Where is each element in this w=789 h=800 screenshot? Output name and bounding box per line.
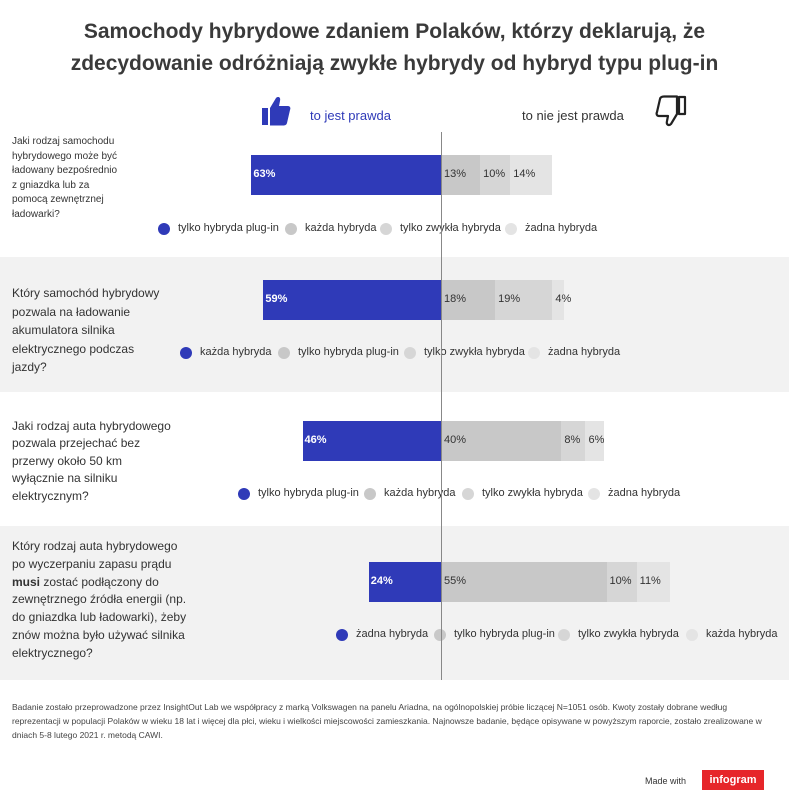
legend-swatch: [558, 629, 570, 641]
legend-swatch: [588, 488, 600, 500]
footnote: Badanie zostało przeprowadzone przez Ins…: [12, 702, 762, 740]
bar-false: 18%: [441, 280, 496, 320]
bar-value-label: 6%: [588, 434, 605, 446]
legend-swatch: [505, 223, 517, 235]
legend-swatch: [238, 488, 250, 500]
legend-label: żadna hybryda: [356, 628, 429, 640]
legend-swatch: [380, 223, 392, 235]
legend-swatch: [180, 347, 192, 359]
legend-swatch: [336, 629, 348, 641]
legend-swatch: [434, 629, 446, 641]
bar-value-label: 18%: [444, 293, 467, 305]
legend-swatch: [285, 223, 297, 235]
legend-swatch: [158, 223, 170, 235]
bar-value-label: 11%: [639, 575, 661, 587]
title-line-2: zdecydowanie odróżniają zwykłe hybrydy o…: [70, 52, 719, 75]
bar-false: 11%: [636, 562, 670, 602]
legend-swatch: [462, 488, 474, 500]
chart-title: Samochody hybrydowe zdaniem Polaków, któ…: [0, 16, 789, 80]
question-text-part: zostać podłączony do zewnętrznego źródła…: [12, 574, 187, 660]
legend-label: tylko zwykła hybryda: [400, 222, 501, 234]
bar-value-label: 14%: [513, 168, 536, 180]
legend-label: tylko zwykła hybryda: [482, 487, 583, 499]
legend-label: tylko hybryda plug-in: [298, 346, 399, 358]
bar-false: 6%: [585, 421, 605, 461]
legend-swatch: [404, 347, 416, 359]
question-emphasis: musi: [12, 574, 41, 589]
bar-value-label: 24%: [370, 575, 393, 587]
bar-false: 10%: [480, 155, 511, 195]
bar-value-label: 59%: [265, 293, 288, 305]
label-true: to jest prawda: [310, 108, 391, 123]
infogram-logo[interactable]: infogram: [702, 770, 764, 790]
bar-value-label: 19%: [498, 293, 521, 305]
thumbs-down-icon: [655, 95, 687, 127]
question-band: [0, 257, 789, 392]
bar-value-label: 13%: [444, 168, 467, 180]
legend-swatch: [686, 629, 698, 641]
question-text-part: Który rodzaj auta hybrydowego po wyczerp…: [12, 539, 178, 571]
bar-false: 40%: [441, 421, 562, 461]
legend-label: tylko hybryda plug-in: [258, 487, 359, 499]
bar-true: 59%: [263, 280, 441, 320]
bar-value-label: 63%: [253, 168, 276, 180]
legend-label: każda hybryda: [305, 222, 377, 234]
bar-true: 24%: [368, 562, 441, 602]
bar-value-label: 40%: [444, 434, 467, 446]
legend-swatch: [364, 488, 376, 500]
bar-false: 14%: [510, 155, 553, 195]
legend-label: każda hybryda: [706, 628, 778, 640]
question-band: [0, 526, 789, 680]
bar-false: 19%: [495, 280, 553, 320]
legend-label: każda hybryda: [384, 487, 456, 499]
bar-true: 63%: [251, 155, 441, 195]
legend-label: tylko zwykła hybryda: [424, 346, 525, 358]
legend-label: żadna hybryda: [548, 346, 621, 358]
thumbs-up-icon: [262, 97, 291, 126]
question-text: Jaki rodzaj samochodu hybrydowego może b…: [12, 136, 118, 220]
bar-value-label: 10%: [483, 168, 506, 180]
bar-value-label: 55%: [444, 575, 467, 587]
label-false: to nie jest prawda: [522, 108, 624, 123]
legend-label: tylko hybryda plug-in: [178, 222, 279, 234]
bar-value-label: 10%: [609, 575, 632, 587]
bar-false: 10%: [606, 562, 637, 602]
title-line-1: Samochody hybrydowe zdaniem Polaków, któ…: [83, 20, 706, 43]
bar-false: 13%: [441, 155, 481, 195]
legend-label: żadna hybryda: [525, 222, 598, 234]
bar-value-label: 4%: [555, 293, 572, 305]
bar-value-label: 8%: [564, 434, 581, 446]
bar-true: 46%: [302, 421, 441, 461]
legend-label: tylko hybryda plug-in: [454, 628, 555, 640]
bar-false: 55%: [441, 562, 607, 602]
bar-false: 4%: [552, 280, 571, 320]
legend-label: tylko zwykła hybryda: [578, 628, 679, 640]
legend-label: żadna hybryda: [608, 487, 681, 499]
question-text: Jaki rodzaj auta hybrydowego pozwala prz…: [12, 419, 171, 503]
legend-swatch: [278, 347, 290, 359]
legend-label: każda hybryda: [200, 346, 272, 358]
bar-value-label: 46%: [304, 434, 327, 446]
center-axis-line: [441, 132, 442, 680]
question-text: Który samochód hybrydowy pozwala na łado…: [12, 286, 160, 374]
legend-swatch: [528, 347, 540, 359]
made-with-label: Made with: [645, 776, 687, 786]
question-text: Który rodzaj auta hybrydowego po wyczerp…: [12, 538, 187, 663]
bar-false: 8%: [561, 421, 586, 461]
